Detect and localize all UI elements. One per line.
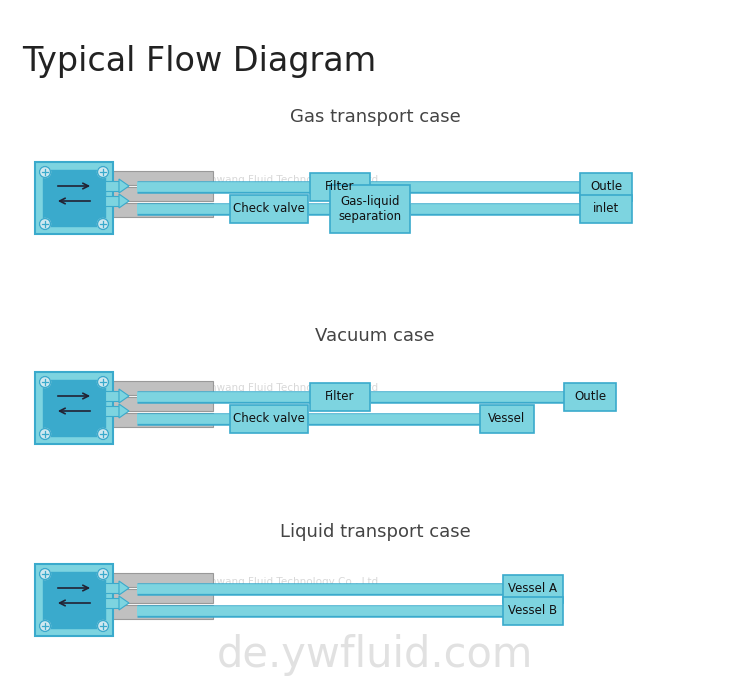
Text: Check valve: Check valve [233,202,305,215]
Bar [35,564,113,636]
Bar [105,391,119,401]
Circle shape [40,166,50,177]
Text: Liquid transport case: Liquid transport case [280,523,470,541]
Bar [35,162,113,234]
Bar [310,173,370,201]
Bar [564,383,616,411]
Text: Typical Flow Diagram: Typical Flow Diagram [22,45,376,79]
Polygon shape [119,404,129,418]
Bar [43,380,105,436]
Bar [580,173,632,201]
Bar [105,605,213,619]
Text: de.ywfluid.com: de.ywfluid.com [217,634,533,676]
Bar [310,383,370,411]
Bar [503,597,563,625]
Bar [105,413,213,427]
Circle shape [98,428,109,439]
Bar [230,405,308,433]
Bar [580,195,632,223]
Circle shape [40,428,50,439]
Circle shape [98,621,109,631]
Bar [105,187,213,201]
Bar [105,583,119,593]
Circle shape [40,219,50,230]
Bar [105,171,213,185]
Bar [105,196,119,206]
Bar [43,170,105,226]
Text: Filter: Filter [326,181,355,194]
Polygon shape [119,581,129,595]
Bar [105,573,213,587]
Circle shape [98,376,109,388]
Text: inlet: inlet [592,202,619,215]
Polygon shape [119,179,129,193]
Text: Vessel B: Vessel B [509,604,557,617]
Text: Filter: Filter [326,390,355,403]
Bar [43,572,105,628]
Bar [230,195,308,223]
Text: Changzhou Yuanwang Fluid Technology Co., Ltd: Changzhou Yuanwang Fluid Technology Co.,… [130,383,378,393]
Text: Changzhou Yuanwang Fluid Technology Co., Ltd: Changzhou Yuanwang Fluid Technology Co.,… [130,577,378,587]
Text: Gas transport case: Gas transport case [290,108,460,126]
Polygon shape [119,596,129,610]
Text: Vessel: Vessel [488,413,526,426]
Text: Gas-liquid
separation: Gas-liquid separation [338,195,401,223]
Text: Vacuum case: Vacuum case [315,327,435,345]
Text: Outle: Outle [590,181,622,194]
Circle shape [40,376,50,388]
Polygon shape [119,389,129,403]
Circle shape [98,568,109,579]
Bar [105,203,213,217]
Bar [105,406,119,416]
Text: Check valve: Check valve [233,413,305,426]
Text: Outle: Outle [574,390,606,403]
Text: Changzhou Yuanwang Fluid Technology Co., Ltd: Changzhou Yuanwang Fluid Technology Co.,… [130,175,378,185]
Bar [105,381,213,395]
Bar [105,589,213,603]
Circle shape [98,166,109,177]
Bar [480,405,534,433]
Polygon shape [119,194,129,208]
Text: Vessel A: Vessel A [509,583,557,595]
Bar [503,575,563,603]
Bar [105,181,119,191]
Circle shape [40,568,50,579]
Bar [35,372,113,444]
Circle shape [40,621,50,631]
Bar [105,397,213,411]
Bar [105,598,119,608]
Bar [330,185,410,233]
Circle shape [98,219,109,230]
